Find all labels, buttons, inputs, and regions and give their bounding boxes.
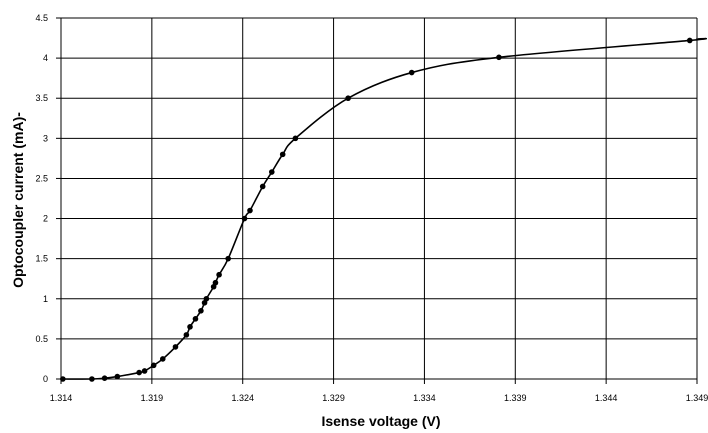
- x-tick-label: 1.314: [50, 393, 73, 403]
- data-point: [187, 324, 193, 330]
- data-point: [89, 376, 95, 382]
- series-curve: [62, 37, 708, 380]
- data-point: [225, 255, 231, 262]
- data-point: [345, 95, 351, 102]
- x-tick-label: 1.334: [413, 393, 436, 403]
- data-point: [101, 375, 108, 381]
- y-tick-label: 1: [43, 294, 48, 304]
- data-point: [114, 373, 121, 380]
- data-point: [496, 54, 502, 61]
- data-points: [60, 37, 693, 382]
- y-tick-label: 1.5: [35, 254, 48, 264]
- data-point: [241, 215, 248, 222]
- data-point: [216, 271, 222, 278]
- data-point: [141, 368, 148, 374]
- data-point: [292, 135, 299, 142]
- y-tick-label: 0.5: [35, 334, 48, 344]
- y-tick-label: 4: [43, 53, 48, 63]
- y-tick-label: 2.5: [35, 173, 48, 183]
- gridlines: [56, 17, 698, 384]
- data-point: [172, 344, 179, 350]
- y-tick-label: 3.5: [35, 93, 48, 103]
- data-point: [60, 376, 66, 382]
- y-axis-title: Optocoupler current (mA)-: [10, 112, 26, 288]
- data-point: [198, 308, 204, 314]
- data-point: [408, 69, 415, 76]
- x-tick-label: 1.349: [686, 393, 708, 403]
- data-point: [150, 362, 157, 369]
- y-tick-label: 0: [43, 374, 48, 384]
- x-tick-labels: 1.314 1.319 1.324 1.329 1.334 1.339 1.344 1.349: [50, 393, 708, 403]
- x-tick-label: 1.339: [504, 393, 527, 403]
- x-tick-label: 1.324: [231, 393, 254, 403]
- data-point: [203, 295, 210, 302]
- x-tick-label: 1.344: [595, 393, 618, 403]
- data-point: [183, 332, 190, 338]
- data-point: [212, 279, 219, 286]
- x-axis-title: Isense voltage (V): [321, 413, 440, 429]
- data-point: [247, 207, 253, 214]
- data-point: [159, 356, 166, 362]
- x-tick-label: 1.319: [141, 393, 164, 403]
- y-tick-labels: 0 0.5 1 1.5 2 2.5 3 3.5 4 4.5: [35, 13, 48, 384]
- data-point: [268, 169, 275, 175]
- y-tick-label: 2: [43, 214, 48, 224]
- data-point: [259, 183, 266, 190]
- data-point: [192, 316, 199, 322]
- x-tick-label: 1.329: [322, 393, 345, 403]
- data-point: [136, 369, 142, 376]
- y-tick-label: 3: [43, 133, 48, 143]
- data-point: [279, 151, 286, 158]
- y-tick-label: 4.5: [35, 13, 48, 23]
- data-point: [686, 37, 693, 44]
